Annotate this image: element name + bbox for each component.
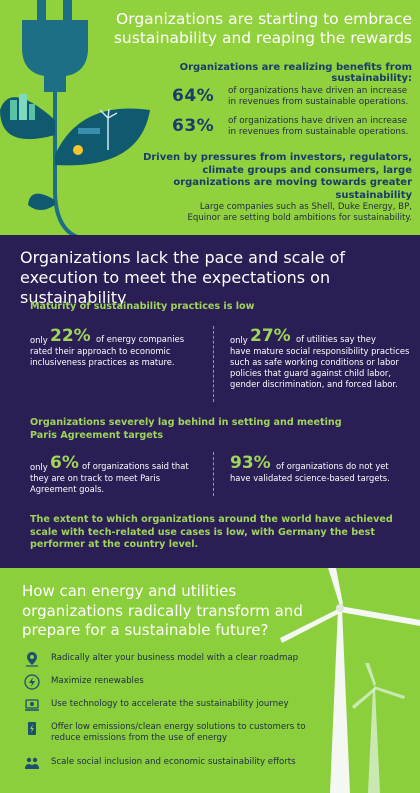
transform-item-label: Offer low emissions/clean energy solutio… — [51, 722, 306, 743]
transform-item-label: Use technology to accelerate the sustain… — [51, 699, 289, 709]
paris-stat-text: they are on track to meet Paris Agreemen… — [30, 473, 161, 494]
driven-by-pressures-text: Driven by pressures from investors, regu… — [143, 152, 412, 201]
transform-item-label: Maximize renewables — [51, 676, 144, 686]
transform-item-label: Scale social inclusion and economic sust… — [51, 757, 296, 767]
stat-text: of organizations have driven an increase… — [228, 86, 409, 107]
paris-stat-inline: of organizations do not yet — [276, 461, 389, 471]
benefits-title: Organizations are starting to embrace su… — [113, 10, 412, 47]
maturity-stat-inline: of utilities say they — [296, 334, 376, 344]
column-divider — [213, 326, 214, 402]
maturity-stat-inline: of energy companies — [96, 334, 185, 344]
large-companies-text: Large companies such as Shell, Duke Ener… — [187, 202, 412, 223]
paris-stat-value: 6% — [50, 453, 79, 473]
transform-item-label: Radically alter your business model with… — [51, 653, 299, 663]
column-divider — [213, 452, 214, 496]
wind-turbine-illustration — [280, 568, 420, 793]
maturity-stat-value: 27% — [250, 326, 291, 346]
execution-gap-title: Organizations lack the pace and scale of… — [20, 248, 346, 307]
maturity-stat-value: 22% — [50, 326, 91, 346]
technology-gears-icon — [25, 699, 39, 711]
transform-title: How can energy and utilities organizatio… — [22, 582, 303, 639]
only-label: only — [30, 335, 48, 345]
transform-section — [0, 568, 420, 793]
execution-gap-section — [0, 235, 420, 568]
social-inclusion-icon — [25, 757, 39, 769]
stat-value: 63% — [172, 116, 215, 136]
paris-stat-value: 93% — [230, 453, 271, 473]
paris-stat-text: have validated science-based targets. — [230, 473, 390, 483]
only-label: only — [30, 462, 48, 472]
benefits-subtitle: Organizations are realizing benefits fro… — [179, 62, 412, 84]
only-label: only — [230, 335, 248, 345]
lightning-icon — [24, 674, 40, 690]
paris-heading: Organizations severely lag behind in set… — [30, 417, 342, 441]
plug-leaf-illustration — [0, 0, 150, 240]
stat-text: of organizations have driven an increase… — [228, 116, 409, 137]
scale-text: The extent to which organizations around… — [30, 514, 393, 550]
stat-value: 64% — [172, 86, 215, 106]
maturity-stat-text: have mature social responsibility practi… — [230, 346, 410, 389]
clean-energy-icon — [28, 722, 36, 735]
paris-stat-inline: of organizations said that — [82, 461, 189, 471]
maturity-stat-text: rated their approach to economic inclusi… — [30, 346, 175, 367]
roadmap-pin-icon — [26, 652, 38, 667]
maturity-heading: Maturity of sustainability practices is … — [30, 301, 255, 312]
